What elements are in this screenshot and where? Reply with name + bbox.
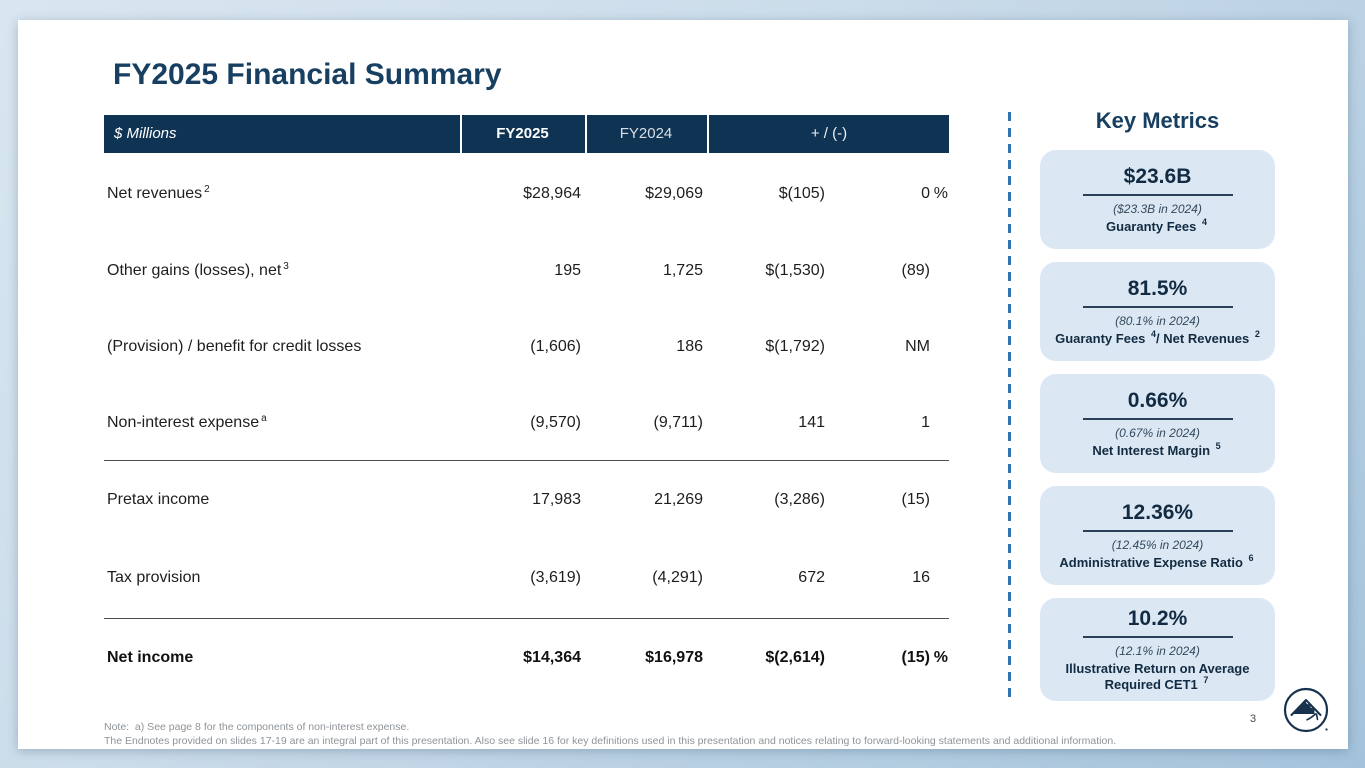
cell-pct: 16 [912, 569, 930, 586]
dashed-divider [1008, 112, 1011, 702]
metric-card-admin-expense-ratio: 12.36% (12.45% in 2024) Administrative E… [1040, 486, 1275, 585]
cell-pct-unit: % [933, 649, 948, 666]
table-row-net-income: Net income $14,364 $16,978 $(2,614) (15)… [104, 643, 949, 673]
cell-change: $(1,530) [765, 262, 825, 279]
table-header-row: $ Millions FY2025 FY2024 + / (-) [104, 115, 949, 153]
cell-fy2024: $29,069 [645, 185, 703, 202]
metric-rule [1082, 193, 1233, 196]
cell-fy2024: (9,711) [653, 414, 703, 431]
cell-fy2024: 1,725 [662, 262, 703, 279]
metric-card-guaranty-fees: $23.6B ($23.3B in 2024) Guaranty Fees 4 [1040, 150, 1275, 249]
cell-pct: 0 [921, 185, 930, 202]
cell-fy2025: (3,619) [530, 569, 581, 586]
metric-prior-year: (80.1% in 2024) [1115, 313, 1200, 328]
metric-label: Guaranty Fees 4 [1106, 217, 1207, 234]
table-row: Other gains (losses), net 3 195 1,725 $(1… [104, 256, 949, 286]
cell-pct: (89) [901, 262, 930, 279]
table-header-change: + / (-) [810, 125, 848, 142]
table-header-fy2024: FY2024 [619, 125, 673, 142]
table-row: Net revenues 2 $28,964 $29,069 $(105) 0 % [104, 179, 949, 209]
cell-change: $(1,792) [765, 338, 825, 355]
metric-label: Guaranty Fees 4/ Net Revenues 2 [1055, 329, 1260, 346]
cell-pct: (15) [901, 649, 930, 666]
cell-change: (3,286) [774, 491, 825, 508]
fannie-mae-logo [1283, 687, 1329, 733]
row-label: Pretax income [107, 491, 210, 508]
footnote-line1: Note: a) See page 8 for the components o… [104, 721, 410, 733]
cell-fy2024: 21,269 [654, 491, 703, 508]
cell-fy2024: 186 [676, 338, 703, 355]
metric-value: $23.6B [1123, 164, 1192, 188]
cell-fy2025: (9,570) [530, 414, 581, 431]
cell-change: 141 [798, 414, 825, 431]
table-separator [104, 460, 949, 461]
cell-fy2025: $14,364 [523, 649, 581, 666]
footnote-line2: The Endnotes provided on slides 17-19 ar… [104, 735, 1117, 747]
metric-card-net-interest-margin: 0.66% (0.67% in 2024) Net Interest Margi… [1040, 374, 1275, 473]
header-divider [460, 115, 462, 153]
cell-pct: NM [905, 338, 930, 355]
cell-fy2025: 195 [554, 262, 581, 279]
metric-value: 10.2% [1127, 606, 1188, 630]
cell-fy2024: (4,291) [652, 569, 703, 586]
table-row: (Provision) / benefit for credit losses … [104, 332, 949, 362]
row-label: Net revenues 2 [107, 183, 210, 202]
slide-title: FY2025 Financial Summary [113, 58, 502, 91]
key-metrics-title: Key Metrics [1095, 108, 1220, 133]
cell-pct: 1 [921, 414, 930, 431]
metric-value: 12.36% [1121, 500, 1194, 524]
metric-label: Net Interest Margin 5 [1092, 441, 1221, 458]
metric-value: 81.5% [1127, 276, 1188, 300]
metric-card-return-on-cet1: 10.2% (12.1% in 2024) Illustrative Retur… [1040, 598, 1275, 701]
metric-prior-year: ($23.3B in 2024) [1113, 201, 1202, 216]
metric-rule [1082, 529, 1233, 532]
table-row: Tax provision (3,619) (4,291) 672 16 [104, 563, 949, 593]
cell-fy2025: $28,964 [523, 185, 581, 202]
row-label: Net income [107, 649, 194, 666]
table-row: Non-interest expense a (9,570) (9,711) 14… [104, 408, 949, 438]
metric-rule [1082, 635, 1233, 638]
cell-fy2025: (1,606) [530, 338, 581, 355]
metric-prior-year: (12.45% in 2024) [1111, 537, 1204, 552]
row-label: Non-interest expense a [107, 412, 267, 431]
table-header-fy2025: FY2025 [496, 125, 549, 142]
header-divider [585, 115, 587, 153]
cell-fy2024: $16,978 [645, 649, 703, 666]
slide: FY2025 Financial Summary $ Millions FY20… [18, 20, 1348, 749]
metric-label: Illustrative Return on Average Required … [1065, 660, 1250, 692]
page-number: 3 [1249, 713, 1257, 725]
row-label: Other gains (losses), net 3 [107, 260, 289, 279]
metric-rule [1082, 305, 1233, 308]
table-header-units: $ Millions [114, 125, 177, 142]
row-label: Tax provision [107, 569, 201, 586]
cell-pct-unit: % [933, 185, 948, 202]
cell-change: 672 [798, 569, 825, 586]
table-separator [104, 618, 949, 619]
row-label: (Provision) / benefit for credit losses [107, 338, 362, 355]
metric-label: Administrative Expense Ratio 6 [1059, 553, 1254, 570]
metric-card-guaranty-fees-ratio: 81.5% (80.1% in 2024) Guaranty Fees 4/ N… [1040, 262, 1275, 361]
metric-prior-year: (0.67% in 2024) [1115, 425, 1200, 440]
cell-change: $(105) [778, 185, 825, 202]
cell-fy2025: 17,983 [532, 491, 581, 508]
cell-change: $(2,614) [765, 649, 825, 666]
metric-prior-year: (12.1% in 2024) [1115, 643, 1200, 658]
metric-value: 0.66% [1127, 388, 1188, 412]
table-row: Pretax income 17,983 21,269 (3,286) (15) [104, 485, 949, 515]
cell-pct: (15) [901, 491, 930, 508]
metric-rule [1082, 417, 1233, 420]
header-divider [707, 115, 709, 153]
